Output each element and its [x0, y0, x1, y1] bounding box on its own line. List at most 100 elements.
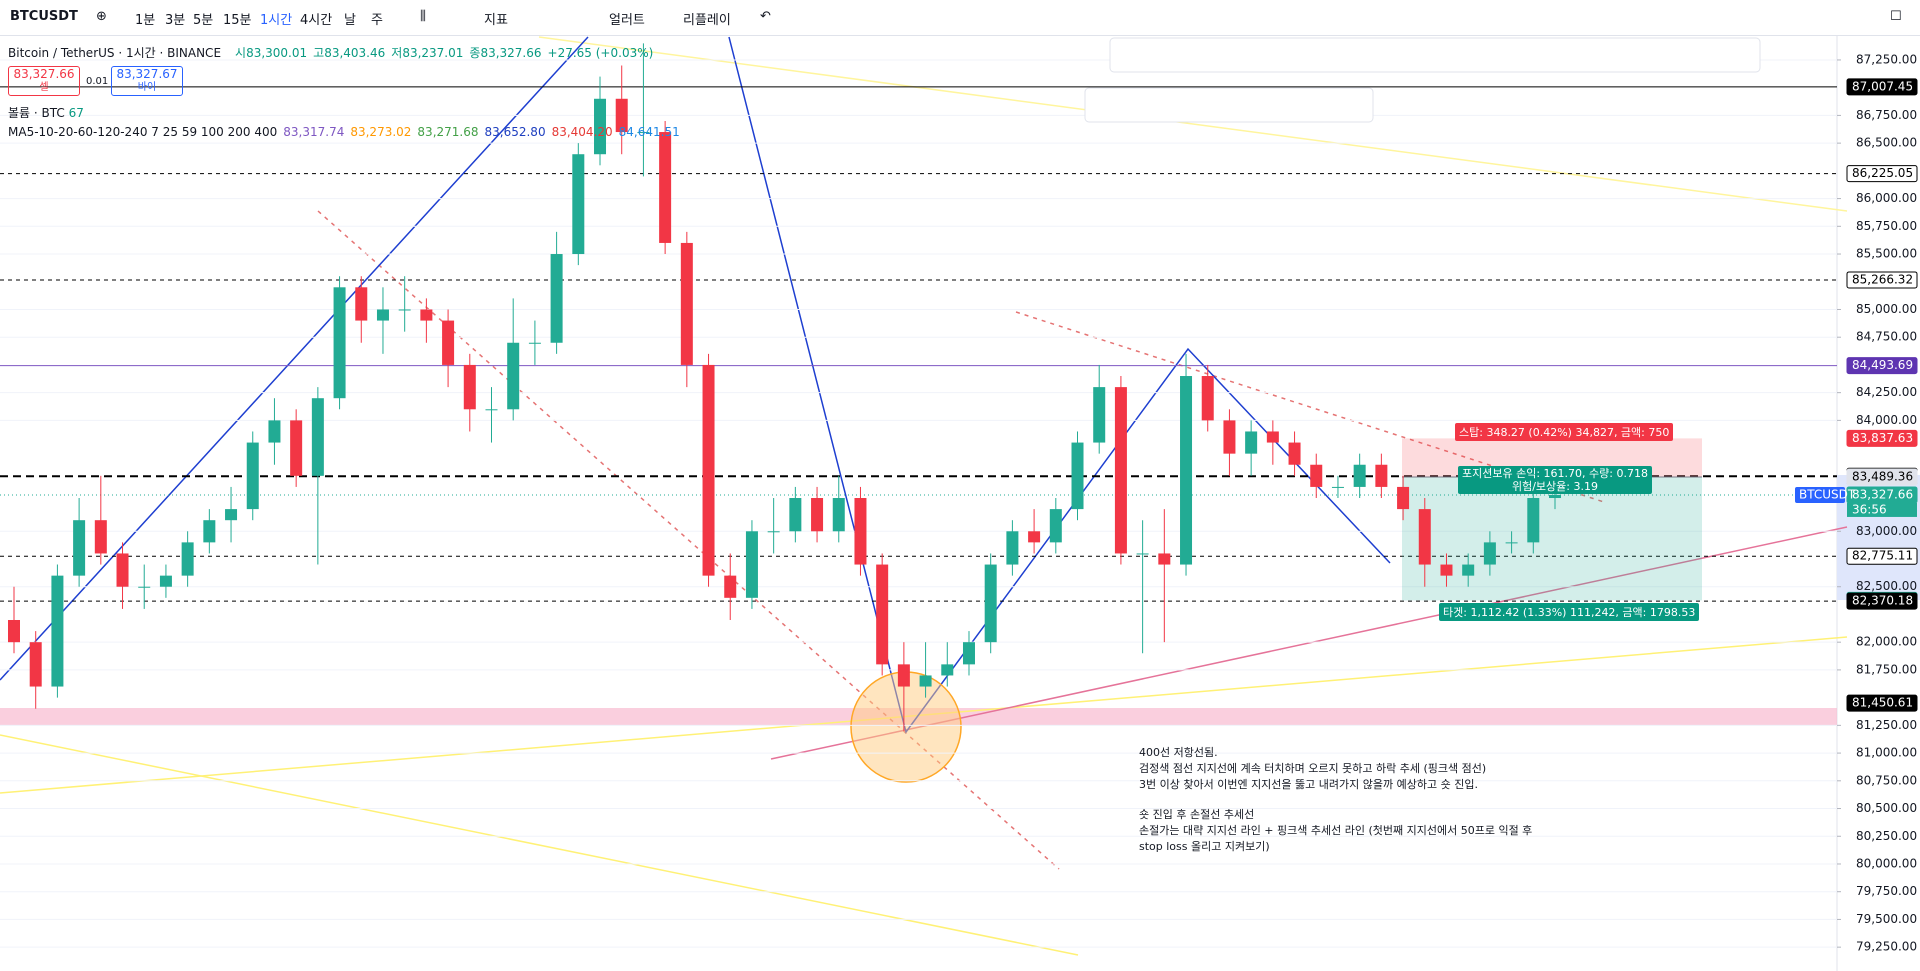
- y-tick-label: 85,750.00: [1856, 219, 1917, 233]
- ma-value: 83,317.74: [283, 125, 345, 139]
- volume-value: 67: [68, 106, 84, 120]
- replay[interactable]: 리플레이: [683, 13, 731, 28]
- candle-body: [398, 309, 411, 311]
- price-label-bg: [1846, 468, 1918, 486]
- candle-body: [116, 553, 129, 587]
- trend-line: [0, 734, 1079, 956]
- stop-label: 스탑: 348.27 (0.42%) 34,827, 금액: 750: [1455, 423, 1674, 441]
- y-tick-label: 81,750.00: [1856, 662, 1917, 676]
- candle-body: [1049, 509, 1062, 543]
- pnl-label: 포지션보유 손익: 161.70, 수량: 0.718: [1462, 467, 1648, 480]
- candles: [8, 43, 1561, 731]
- candle-body: [1418, 509, 1431, 565]
- candle-body: [572, 154, 585, 255]
- price-axis: 87,250.00 86,750.00 86,500.00 86,000.00 85,7…: [1795, 52, 1918, 954]
- add-symbol[interactable]: ⊕: [96, 9, 107, 24]
- ma-title: MA5-10-20-60-120-240: [8, 125, 148, 139]
- volume-legend: 볼륨 · BTC 67: [8, 104, 84, 121]
- y-tick-label: 80,000.00: [1856, 856, 1917, 870]
- interval[interactable]: 1분: [135, 13, 156, 28]
- price-label: 82,775.11: [1852, 549, 1913, 563]
- candle-body: [1375, 464, 1388, 487]
- trend-line: [538, 36, 1848, 212]
- candle-body: [941, 664, 954, 676]
- interval[interactable]: 주: [371, 13, 383, 28]
- note-line: stop loss 올리고 지켜보기): [1139, 840, 1270, 853]
- candle-body: [1483, 542, 1496, 565]
- candle-body: [832, 498, 845, 532]
- candle-body: [181, 542, 194, 576]
- candle-body: [333, 287, 346, 399]
- candle-body: [724, 575, 737, 598]
- candle-body: [615, 98, 628, 133]
- sell-price: 83,327.66: [13, 67, 75, 81]
- drawing-toolbar: [1084, 37, 1761, 123]
- buy-button[interactable]: 83,327.67 바이: [111, 66, 183, 96]
- y-tick-label: 81,000.00: [1856, 746, 1917, 760]
- top-toolbar: BTCUSDT ⊕ 1분 3분 5분 15분 1시간 4시간 날 주 ⫼ 지표 얼러트 리플레…: [0, 0, 1920, 36]
- candle-body: [225, 509, 238, 521]
- price-label-bg: [1846, 547, 1918, 565]
- volume-title: 볼륨 · BTC: [8, 106, 65, 120]
- highlight-circle: [850, 671, 962, 783]
- candle-body: [311, 398, 324, 476]
- y-tick-label: 84,250.00: [1856, 385, 1917, 399]
- interval[interactable]: 1시간: [260, 13, 293, 28]
- candle-body: [1288, 442, 1301, 465]
- alert[interactable]: 얼러트: [609, 13, 645, 28]
- buy-label: 바이: [137, 82, 157, 93]
- price-label-bg: [1846, 165, 1918, 183]
- y-tick-label: 86,500.00: [1856, 136, 1917, 150]
- price-label: 83,327.66: [1852, 487, 1913, 501]
- ohlc-value: 시83,300.01: [235, 46, 308, 60]
- interval[interactable]: 15분: [223, 13, 252, 28]
- interval[interactable]: 3분: [165, 13, 186, 28]
- candle-body: [268, 420, 281, 443]
- ma-value: 83,404.20: [551, 125, 613, 139]
- countdown-bg: [1847, 502, 1917, 517]
- note-line: 400선 저항선됨.: [1139, 746, 1218, 759]
- undo[interactable]: ↶: [760, 9, 771, 24]
- y-tick-label: 79,500.00: [1856, 912, 1917, 926]
- price-label: 83,837.63: [1852, 431, 1913, 445]
- candle-body: [550, 254, 563, 343]
- chart-type[interactable]: ⫼: [420, 9, 426, 24]
- ohlc: 시83,300.01 고83,403.46 저83,237.01 종83,327.66…: [235, 46, 659, 60]
- symbol-tag: BTCUSDT: [1799, 487, 1856, 501]
- y-tick-label: 81,250.00: [1856, 718, 1917, 732]
- candle-body: [463, 364, 476, 410]
- y-tick-label: 86,000.00: [1856, 191, 1917, 205]
- rr-label: 위험/보상율: 3.19: [1511, 480, 1598, 493]
- symbol-tag-bg: [1795, 486, 1845, 503]
- fullscreen[interactable]: ☐: [1890, 9, 1902, 24]
- symbol-search[interactable]: BTCUSDT: [10, 9, 78, 24]
- interval[interactable]: 날: [344, 13, 356, 28]
- toolbar-panel: [1109, 37, 1761, 73]
- candle-body: [1266, 431, 1279, 443]
- candle-body: [246, 442, 259, 510]
- ma-lengths: 7 25 59 100 200 400: [151, 125, 278, 139]
- candle-body: [355, 287, 368, 321]
- candle-body: [1223, 420, 1236, 454]
- candle-body: [376, 309, 389, 321]
- spread: 0.01: [86, 76, 109, 87]
- price-label-bg: [1846, 271, 1918, 289]
- interval[interactable]: 4시간: [300, 13, 333, 28]
- candle-body: [1549, 494, 1561, 499]
- interval[interactable]: 5분: [193, 13, 214, 28]
- ma-legend: MA5-10-20-60-120-240 7 25 59 100 200 400…: [8, 125, 680, 139]
- buy-price: 83,327.67: [116, 67, 178, 81]
- ohlc-value: 종83,327.66: [469, 46, 542, 60]
- y-tick-label: 80,250.00: [1856, 829, 1917, 843]
- countdown: 36:56: [1852, 502, 1887, 516]
- sell-button[interactable]: 83,327.66 셀: [8, 66, 80, 96]
- ma-value: 83,273.02: [350, 125, 412, 139]
- ma-value: 83,271.68: [417, 125, 479, 139]
- y-tick-label: 83,000.00: [1856, 524, 1917, 538]
- indicators[interactable]: 지표: [484, 13, 508, 28]
- candle-body: [29, 642, 42, 687]
- ohlc-value: +27.65 (+0.03%): [547, 46, 654, 60]
- price-label-bg: [1846, 357, 1918, 375]
- target-label: 타겟: 1,112.42 (1.33%) 111,242, 금액: 1798.5…: [1439, 603, 1700, 621]
